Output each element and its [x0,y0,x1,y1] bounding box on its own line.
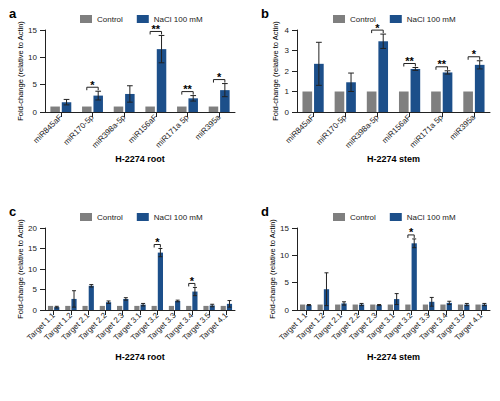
svg-text:3: 3 [285,46,290,55]
svg-text:H-2274 root: H-2274 root [115,154,165,164]
svg-text:2: 2 [285,67,290,76]
svg-text:Target 3.4: Target 3.4 [417,310,450,343]
svg-text:*: * [190,275,195,287]
svg-text:*: * [472,48,477,60]
svg-text:d: d [261,204,269,219]
svg-text:5: 5 [285,278,290,287]
svg-text:miR845aF: miR845aF [284,113,316,145]
svg-text:Target 3.2: Target 3.2 [129,310,161,343]
svg-text:b: b [261,6,269,21]
svg-text:*: * [409,226,414,238]
svg-text:H-2274 stem: H-2274 stem [367,352,420,362]
svg-text:Fold-change (relative to Actin: Fold-change (relative to Actin) [271,21,280,121]
svg-text:Target 2.3: Target 2.3 [94,310,126,343]
svg-text:H-2274 stem: H-2274 stem [367,154,420,164]
svg-text:miR845aF: miR845aF [32,113,64,145]
svg-text:Fold-change (relative to Actin: Fold-change (relative to Actin) [16,219,25,319]
svg-text:Target 3.4: Target 3.4 [163,310,195,343]
svg-text:0: 0 [285,108,290,117]
svg-text:Control: Control [97,15,123,24]
svg-text:5: 5 [33,285,38,294]
svg-text:15: 15 [28,244,37,253]
svg-text:Target 2.3: Target 2.3 [347,310,380,343]
svg-text:Target 2.2: Target 2.2 [330,310,362,343]
svg-text:**: ** [405,55,414,67]
svg-text:miR156aF: miR156aF [380,113,412,145]
svg-text:15: 15 [280,224,289,233]
svg-text:Target 4.1: Target 4.1 [453,310,485,342]
svg-text:10: 10 [28,53,37,62]
svg-text:Fold-change (relative to Actin: Fold-change (relative to Actin) [268,219,277,319]
svg-text:0: 0 [33,306,38,315]
svg-text:Target 1.2: Target 1.2 [42,310,75,343]
svg-text:*: * [375,22,380,34]
svg-text:NaCl 100 mM: NaCl 100 mM [407,213,456,222]
svg-text:*: * [217,71,222,83]
svg-text:Target 3.2: Target 3.2 [382,310,415,343]
svg-text:Target 4.1: Target 4.1 [198,310,230,342]
svg-text:*: * [90,79,95,91]
svg-text:miR170-5p: miR170-5p [61,112,96,147]
svg-text:miR398a-5p: miR398a-5p [90,112,128,150]
svg-text:Control: Control [350,213,376,222]
svg-text:miR171a 5p: miR171a 5p [408,112,445,149]
svg-text:0: 0 [285,306,290,315]
svg-text:NaCl 100 mM: NaCl 100 mM [154,213,203,222]
svg-text:miR398a-5p: miR398a-5p [343,112,381,150]
svg-text:Target 3.1: Target 3.1 [111,310,144,343]
svg-text:miR170-5p: miR170-5p [314,112,348,146]
svg-text:**: ** [183,83,192,95]
svg-text:**: ** [437,58,446,70]
svg-text:Target 3.3: Target 3.3 [146,310,178,343]
svg-text:miR171a 5p: miR171a 5p [154,112,191,149]
svg-text:Target 1.1: Target 1.1 [277,310,309,343]
svg-text:miR156aF: miR156aF [127,113,159,145]
svg-text:a: a [9,6,17,21]
svg-text:10: 10 [280,251,289,260]
svg-text:Target 1.2: Target 1.2 [295,310,327,343]
svg-text:NaCl 100 mM: NaCl 100 mM [407,15,456,24]
svg-text:Control: Control [350,15,376,24]
svg-text:Target 2.2: Target 2.2 [77,310,109,343]
svg-text:5: 5 [33,80,38,89]
svg-text:Target 1.1: Target 1.1 [25,310,57,343]
svg-text:*: * [155,236,160,248]
svg-text:Control: Control [97,213,123,222]
svg-text:H-2274 root: H-2274 root [115,352,165,362]
svg-text:Target 3.5: Target 3.5 [180,310,213,343]
svg-text:0: 0 [33,108,38,117]
svg-text:**: ** [152,23,161,35]
svg-text:miR395a: miR395a [193,112,222,141]
svg-text:c: c [9,204,16,219]
svg-text:Target 3.5: Target 3.5 [435,310,467,343]
svg-text:Target 2.1: Target 2.1 [59,310,92,343]
svg-text:20: 20 [28,224,37,233]
svg-text:miR395a: miR395a [448,112,477,141]
svg-text:NaCl 100 mM: NaCl 100 mM [154,15,203,24]
svg-text:1: 1 [285,87,290,96]
svg-text:Target 2.1: Target 2.1 [312,310,344,343]
svg-text:Target 3.3: Target 3.3 [400,310,432,343]
svg-text:4: 4 [285,26,290,35]
svg-text:15: 15 [28,26,37,35]
svg-text:Fold-change (relative to Actin: Fold-change (relative to Actin) [16,21,25,121]
svg-text:10: 10 [28,265,37,274]
svg-text:Target 3.1: Target 3.1 [365,310,397,343]
